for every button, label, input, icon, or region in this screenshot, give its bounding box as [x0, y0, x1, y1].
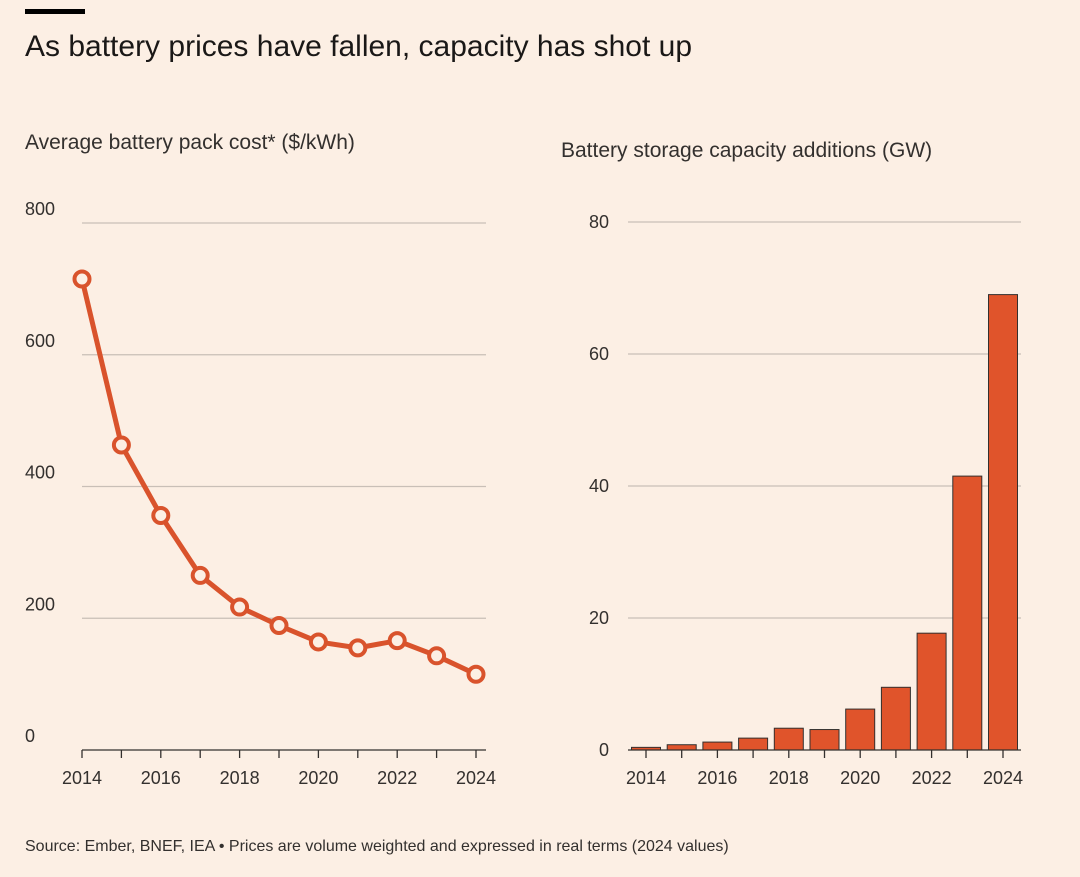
- x-tick-label: 2024: [456, 768, 496, 788]
- y-tick-label: 800: [25, 199, 55, 219]
- y-tick-label: 200: [25, 594, 55, 614]
- y-tick-label: 400: [25, 463, 55, 483]
- y-tick-label: 80: [589, 212, 609, 232]
- cost-data-point: [466, 664, 486, 684]
- cost-data-point: [308, 632, 328, 652]
- cost-data-point: [111, 435, 131, 455]
- x-tick-label: 2018: [769, 768, 809, 788]
- y-tick-label: 20: [589, 608, 609, 628]
- y-tick-label: 0: [25, 726, 35, 746]
- capacity-bar: [809, 729, 840, 751]
- x-tick-label: 2018: [220, 768, 260, 788]
- y-tick-label: 600: [25, 331, 55, 351]
- capacity-bar: [916, 632, 947, 751]
- x-tick-label: 2020: [840, 768, 880, 788]
- x-tick-label: 2020: [298, 768, 338, 788]
- right-chart-subtitle: Battery storage capacity additions (GW): [561, 139, 933, 162]
- y-tick-label: 0: [599, 740, 609, 760]
- capacity-bar: [988, 294, 1018, 751]
- capacity-bar: [952, 475, 983, 751]
- capacity-bar: [738, 737, 769, 751]
- source-note: Source: Ember, BNEF, IEA • Prices are vo…: [25, 838, 729, 855]
- cost-data-point: [269, 615, 289, 635]
- capacity-bar: [880, 686, 911, 751]
- cost-data-point: [190, 565, 210, 585]
- x-tick-label: 2016: [697, 768, 737, 788]
- cost-data-point: [72, 269, 92, 289]
- y-tick-label: 40: [589, 476, 609, 496]
- y-tick-label: 60: [589, 344, 609, 364]
- brand-bar: [25, 9, 85, 14]
- cost-data-point: [427, 646, 447, 666]
- x-tick-label: 2016: [141, 768, 181, 788]
- cost-data-point: [348, 638, 368, 658]
- cost-data-point: [387, 631, 407, 651]
- x-tick-label: 2024: [983, 768, 1023, 788]
- x-tick-label: 2014: [626, 768, 666, 788]
- capacity-bar: [845, 708, 876, 751]
- x-tick-label: 2014: [62, 768, 102, 788]
- x-tick-label: 2022: [912, 768, 952, 788]
- cost-data-point: [151, 505, 171, 525]
- chart-title: As battery prices have fallen, capacity …: [25, 30, 693, 63]
- capacity-bar: [666, 744, 697, 751]
- cost-data-point: [230, 597, 250, 617]
- x-tick-label: 2022: [377, 768, 417, 788]
- capacity-bar: [702, 741, 733, 751]
- left-chart-subtitle: Average battery pack cost* ($/kWh): [25, 131, 355, 154]
- capacity-bar: [773, 727, 804, 751]
